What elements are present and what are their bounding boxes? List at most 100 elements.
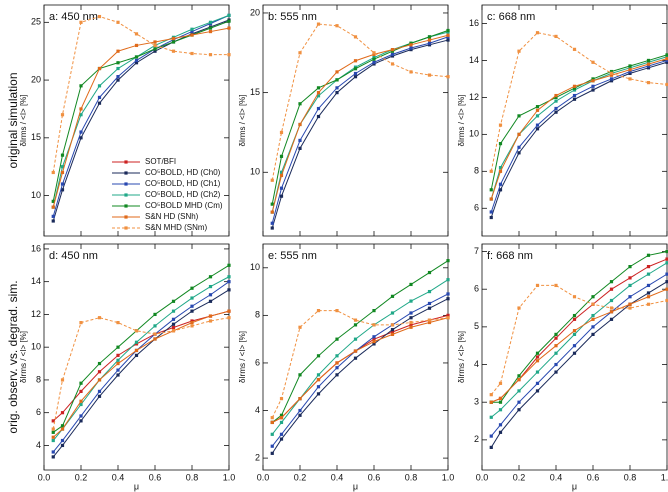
data-point bbox=[390, 330, 395, 334]
data-point bbox=[517, 145, 521, 149]
data-point bbox=[446, 75, 450, 79]
data-point bbox=[171, 322, 176, 326]
data-point bbox=[227, 26, 231, 30]
data-point bbox=[591, 60, 595, 64]
data-point bbox=[489, 188, 493, 192]
data-point bbox=[409, 43, 413, 47]
y-tick-label: 3 bbox=[474, 397, 479, 407]
data-point bbox=[134, 32, 139, 36]
x-tick-label: 1.0 bbox=[223, 472, 236, 482]
data-point bbox=[498, 381, 503, 385]
data-point bbox=[665, 55, 668, 59]
data-point bbox=[51, 427, 55, 431]
data-point bbox=[665, 56, 668, 61]
data-point bbox=[372, 51, 376, 55]
legend-marker bbox=[124, 160, 128, 164]
data-point bbox=[628, 66, 632, 70]
data-point bbox=[353, 59, 358, 63]
data-point bbox=[116, 321, 120, 325]
data-point bbox=[628, 295, 632, 299]
y-tick-label: 15 bbox=[250, 87, 260, 97]
data-point bbox=[335, 366, 339, 370]
data-point bbox=[572, 351, 577, 355]
data-point bbox=[353, 356, 358, 360]
data-point bbox=[489, 415, 493, 419]
data-point bbox=[554, 110, 558, 114]
data-point bbox=[628, 64, 632, 68]
data-point bbox=[609, 73, 614, 77]
data-point bbox=[554, 344, 558, 348]
data-point bbox=[79, 399, 83, 403]
data-point bbox=[153, 337, 157, 341]
data-point bbox=[227, 13, 231, 17]
data-point bbox=[51, 435, 55, 439]
data-point bbox=[628, 71, 632, 75]
series-line bbox=[271, 23, 449, 181]
data-point bbox=[517, 49, 521, 53]
data-point bbox=[517, 151, 521, 155]
data-point bbox=[489, 210, 493, 214]
data-point bbox=[270, 226, 274, 230]
data-point bbox=[51, 199, 55, 203]
data-point bbox=[353, 35, 358, 39]
data-point bbox=[535, 127, 540, 131]
panel: 10 15 20 b: 555 nm δIrms / <I> [%] bbox=[238, 4, 450, 237]
data-point bbox=[116, 368, 120, 372]
data-point bbox=[353, 349, 358, 353]
data-point bbox=[316, 22, 321, 26]
data-point bbox=[665, 82, 668, 87]
data-point bbox=[79, 402, 83, 407]
x-tick-label: 0.2 bbox=[75, 472, 88, 482]
data-point bbox=[227, 280, 231, 284]
data-point bbox=[60, 427, 65, 431]
data-point bbox=[227, 19, 231, 23]
data-point bbox=[628, 69, 632, 74]
y-tick-label: 16 bbox=[31, 243, 41, 253]
data-point bbox=[316, 91, 321, 95]
data-point bbox=[665, 257, 668, 261]
data-point bbox=[227, 53, 231, 57]
y-tick-label: 20 bbox=[250, 7, 260, 17]
legend-label: CO⁵BOLD, HD (Ch1) bbox=[145, 179, 221, 188]
data-point bbox=[335, 86, 339, 90]
data-point bbox=[190, 286, 194, 290]
data-point bbox=[372, 339, 376, 344]
data-point bbox=[279, 194, 284, 198]
data-point bbox=[665, 58, 668, 63]
panel: 6 8 10 12 14 16 c: 668 nm δIrms / <I> [%] bbox=[457, 4, 668, 237]
data-point bbox=[554, 351, 558, 355]
data-point bbox=[208, 20, 213, 24]
data-point bbox=[353, 71, 358, 76]
data-point bbox=[79, 130, 83, 134]
panel-title: c: 668 nm bbox=[487, 11, 535, 23]
data-point bbox=[409, 70, 413, 74]
data-point bbox=[609, 317, 614, 321]
data-point bbox=[446, 297, 450, 301]
data-point bbox=[446, 259, 450, 263]
data-point bbox=[116, 345, 120, 349]
legend-marker bbox=[124, 171, 128, 175]
data-point bbox=[79, 389, 83, 393]
data-point bbox=[498, 123, 503, 127]
y-tick-label: 4 bbox=[36, 440, 41, 450]
y-tick-label: 10 bbox=[250, 167, 260, 177]
data-point bbox=[270, 432, 274, 436]
data-point bbox=[628, 68, 632, 72]
data-point bbox=[279, 432, 284, 436]
data-point bbox=[116, 353, 120, 357]
panel-title: b: 555 nm bbox=[268, 11, 317, 23]
legend-marker bbox=[124, 215, 128, 219]
data-point bbox=[535, 105, 540, 109]
data-point bbox=[153, 43, 157, 48]
legend-label: CO⁵BOLD, HD (Ch2) bbox=[145, 190, 221, 199]
legend-label: SOT/BFI bbox=[145, 157, 176, 166]
y-tick-label: 16 bbox=[469, 18, 479, 28]
data-point bbox=[554, 34, 558, 39]
data-point bbox=[572, 313, 577, 318]
data-point bbox=[270, 420, 274, 425]
data-point bbox=[427, 289, 432, 294]
data-point bbox=[498, 142, 503, 146]
plot-frame bbox=[43, 4, 230, 237]
data-point bbox=[60, 438, 65, 443]
data-point bbox=[97, 66, 102, 71]
